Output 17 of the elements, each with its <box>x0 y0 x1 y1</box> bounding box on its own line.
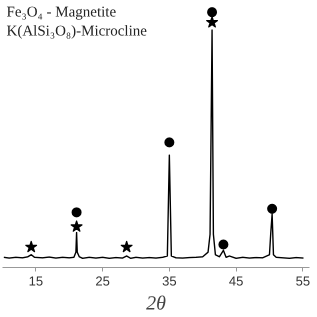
point <box>206 16 218 28</box>
x-tick-label: 55 <box>296 274 310 288</box>
annotation: Fe₃O₄ - Magnetite <box>6 4 116 20</box>
annotation: K(AlSi₃O₈)-Microcline <box>6 24 148 40</box>
x-tick-label: 35 <box>162 274 177 288</box>
point <box>207 7 218 18</box>
x-tick-label: 45 <box>228 274 244 288</box>
point <box>267 204 278 214</box>
point <box>120 240 133 252</box>
point <box>164 137 174 148</box>
point <box>70 220 83 232</box>
x-axis-title: 2θ <box>146 292 166 314</box>
x-tick-label: 15 <box>28 274 44 288</box>
point <box>218 240 228 250</box>
point <box>72 207 82 218</box>
point <box>24 240 38 252</box>
x-tick-label: 25 <box>95 274 110 288</box>
